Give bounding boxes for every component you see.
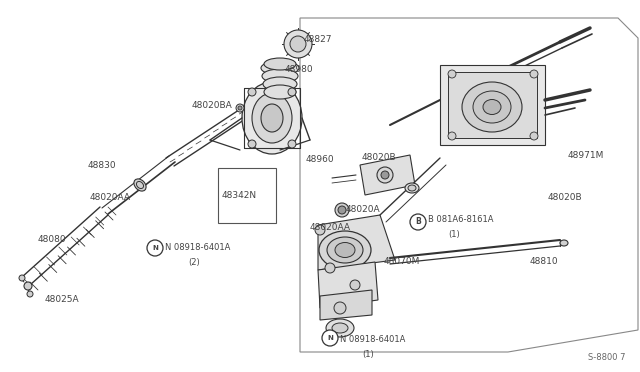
Text: N 08918-6401A: N 08918-6401A bbox=[165, 244, 230, 253]
Circle shape bbox=[448, 70, 456, 78]
Ellipse shape bbox=[262, 69, 298, 83]
Text: 48342N: 48342N bbox=[222, 190, 257, 199]
Text: 48070M: 48070M bbox=[384, 257, 420, 266]
Circle shape bbox=[248, 140, 256, 148]
Text: 48810: 48810 bbox=[530, 257, 559, 266]
Ellipse shape bbox=[264, 58, 296, 70]
Ellipse shape bbox=[252, 93, 292, 143]
Ellipse shape bbox=[405, 183, 419, 193]
Ellipse shape bbox=[134, 179, 146, 191]
Text: B 081A6-8161A: B 081A6-8161A bbox=[428, 215, 493, 224]
Ellipse shape bbox=[473, 91, 511, 123]
Polygon shape bbox=[318, 215, 395, 270]
Circle shape bbox=[27, 291, 33, 297]
Text: (2): (2) bbox=[188, 257, 200, 266]
Text: 48830: 48830 bbox=[88, 160, 116, 170]
Polygon shape bbox=[440, 65, 545, 145]
Polygon shape bbox=[360, 155, 415, 195]
Ellipse shape bbox=[326, 319, 354, 337]
Text: 48020B: 48020B bbox=[548, 193, 582, 202]
Ellipse shape bbox=[242, 82, 302, 154]
Text: (1): (1) bbox=[448, 230, 460, 238]
Circle shape bbox=[448, 132, 456, 140]
Text: N: N bbox=[327, 335, 333, 341]
Circle shape bbox=[377, 167, 393, 183]
Ellipse shape bbox=[335, 243, 355, 257]
Bar bbox=[218, 168, 276, 223]
Circle shape bbox=[315, 225, 325, 235]
Circle shape bbox=[19, 275, 25, 281]
Ellipse shape bbox=[136, 182, 143, 189]
Text: 48020AA: 48020AA bbox=[90, 193, 131, 202]
Circle shape bbox=[290, 36, 306, 52]
Circle shape bbox=[288, 140, 296, 148]
Circle shape bbox=[248, 88, 256, 96]
Circle shape bbox=[284, 30, 312, 58]
Circle shape bbox=[338, 206, 346, 214]
Ellipse shape bbox=[332, 323, 348, 333]
Circle shape bbox=[322, 330, 338, 346]
Text: 48827: 48827 bbox=[304, 35, 333, 45]
Text: 48025A: 48025A bbox=[45, 295, 79, 305]
Ellipse shape bbox=[483, 99, 501, 115]
Circle shape bbox=[410, 214, 426, 230]
Polygon shape bbox=[320, 290, 372, 320]
Polygon shape bbox=[448, 72, 537, 138]
Circle shape bbox=[350, 280, 360, 290]
Circle shape bbox=[335, 203, 349, 217]
Text: 48971M: 48971M bbox=[568, 151, 604, 160]
Ellipse shape bbox=[264, 85, 296, 99]
Ellipse shape bbox=[263, 77, 297, 91]
Ellipse shape bbox=[319, 231, 371, 269]
Circle shape bbox=[238, 106, 242, 110]
Text: 48980: 48980 bbox=[285, 65, 314, 74]
Text: 48020A: 48020A bbox=[346, 205, 381, 215]
Circle shape bbox=[325, 263, 335, 273]
Ellipse shape bbox=[261, 61, 299, 75]
Text: N 08918-6401A: N 08918-6401A bbox=[340, 336, 405, 344]
Ellipse shape bbox=[462, 82, 522, 132]
Text: 48020AA: 48020AA bbox=[310, 224, 351, 232]
Text: 48020BA: 48020BA bbox=[192, 100, 233, 109]
Ellipse shape bbox=[327, 237, 363, 263]
Circle shape bbox=[530, 70, 538, 78]
Circle shape bbox=[147, 240, 163, 256]
Text: N: N bbox=[152, 245, 158, 251]
Ellipse shape bbox=[560, 240, 568, 246]
Text: B: B bbox=[415, 218, 421, 227]
Text: 48960: 48960 bbox=[306, 155, 335, 164]
Ellipse shape bbox=[408, 185, 416, 191]
Text: S-8800 7: S-8800 7 bbox=[588, 353, 625, 362]
Circle shape bbox=[24, 282, 32, 290]
Text: (1): (1) bbox=[362, 350, 374, 359]
Ellipse shape bbox=[261, 104, 283, 132]
Text: 48020B: 48020B bbox=[362, 154, 397, 163]
Polygon shape bbox=[318, 262, 378, 308]
Circle shape bbox=[334, 302, 346, 314]
Text: 48080: 48080 bbox=[38, 235, 67, 244]
Circle shape bbox=[236, 104, 244, 112]
Circle shape bbox=[288, 88, 296, 96]
Circle shape bbox=[381, 171, 389, 179]
Circle shape bbox=[530, 132, 538, 140]
